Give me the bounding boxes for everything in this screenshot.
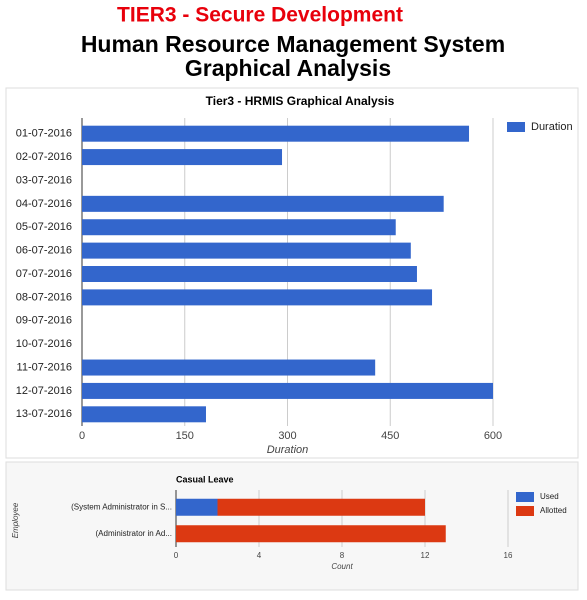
x-tick-label: 450 [381,430,399,442]
chart-title: Casual Leave [176,474,234,484]
legend-swatch [507,122,525,132]
x-tick-label: 8 [340,551,345,560]
legend-swatch [516,492,534,502]
y-tick-label: (System Administrator in S... [71,502,172,511]
x-axis-label: Duration [267,444,309,456]
bar [82,125,470,142]
y-tick-label: 03-07-2016 [16,174,72,186]
y-tick-label: 11-07-2016 [17,361,72,373]
legend-swatch [516,506,534,516]
bar [217,498,425,516]
y-tick-label: 07-07-2016 [16,268,72,280]
x-tick-label: 150 [176,430,194,442]
y-tick-label: 05-07-2016 [16,221,72,233]
y-tick-label: 12-07-2016 [16,385,72,397]
y-tick-label: 06-07-2016 [16,245,72,257]
legend-label: Duration [531,121,573,133]
y-axis-label: Employee [11,502,20,538]
bar [82,195,444,212]
x-tick-label: 16 [504,551,513,560]
bar [82,382,493,399]
y-tick-label: 09-07-2016 [16,315,72,327]
x-tick-label: 300 [278,430,296,442]
bar [82,242,411,259]
y-tick-label: 08-07-2016 [16,291,72,303]
chart-title: Tier3 - HRMIS Graphical Analysis [206,94,395,108]
bar [176,525,446,543]
bar [82,359,376,376]
bar [82,406,206,423]
x-tick-label: 0 [174,551,179,560]
legend-label: Used [540,492,559,501]
bar [82,266,417,282]
legend-label: Allotted [540,506,567,515]
y-tick-label: 13-07-2016 [16,408,72,420]
x-tick-label: 12 [421,551,430,560]
y-tick-label: 01-07-2016 [16,128,72,140]
page-title: Human Resource Management System [81,31,505,57]
y-tick-label: 04-07-2016 [16,198,72,210]
y-tick-label: (Administrator in Ad... [96,529,172,538]
bar [82,219,396,236]
brand: TIER3 - Secure Development [117,4,403,27]
x-axis-label: Count [331,562,353,571]
bar [82,289,433,306]
x-tick-label: 4 [257,551,262,560]
y-tick-label: 10-07-2016 [16,338,72,350]
bar [82,149,283,166]
x-tick-label: 0 [79,430,85,442]
page-subtitle: Graphical Analysis [185,55,391,81]
x-tick-label: 600 [484,430,502,442]
y-tick-label: 02-07-2016 [16,151,72,163]
bar [176,498,218,516]
